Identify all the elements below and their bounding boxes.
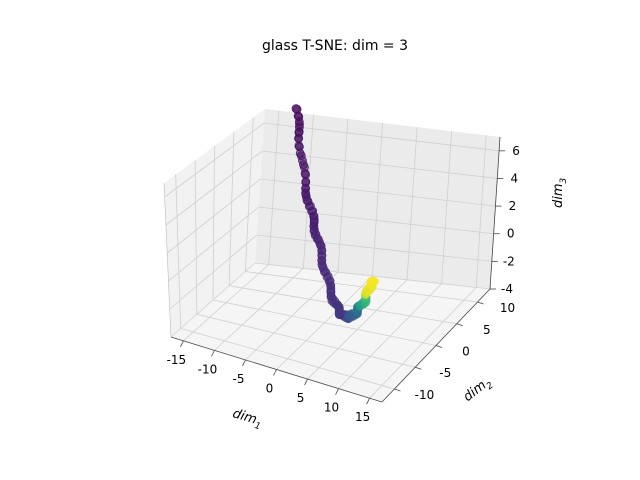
z-grid-left	[164, 122, 265, 198]
z-grid-left	[169, 234, 258, 310]
x-tick-mark	[211, 350, 215, 357]
y-tick-label: 10	[500, 301, 515, 315]
x-tick-label: 10	[324, 401, 339, 415]
y-grid-floor	[180, 328, 395, 390]
z-tick-label: 6	[512, 144, 520, 158]
pane-floor	[171, 263, 490, 402]
x-grid-back	[406, 127, 418, 280]
z-axis-label: dim3	[551, 177, 569, 208]
pane-edge-left	[163, 182, 172, 338]
z-grid-back	[256, 234, 492, 262]
y-grid-floor	[196, 313, 416, 368]
x-tick-label: 5	[297, 391, 305, 405]
x-tick-mark	[304, 378, 308, 386]
y-tick-mark	[435, 345, 443, 348]
x-grid-back	[268, 110, 280, 265]
x-tick-label: 15	[355, 410, 370, 424]
data-point	[369, 276, 379, 286]
y-grid-left	[244, 117, 254, 272]
pane-left	[164, 109, 265, 337]
z-grid-back	[260, 178, 496, 207]
y-tick-mark	[456, 323, 463, 327]
x-tick-mark	[335, 388, 339, 395]
y-axis-label: dim2	[461, 374, 496, 407]
x-grid-back	[372, 122, 383, 277]
y-tick-label: -10	[415, 388, 435, 402]
x-tick-mark	[366, 397, 370, 405]
x-tick-label: -15	[167, 353, 187, 367]
y-grid-floor	[229, 285, 457, 325]
z-tick-label: 0	[507, 227, 515, 241]
y-grid-left	[194, 160, 198, 315]
x-grid-back	[337, 118, 349, 273]
x-tick-mark	[242, 359, 246, 367]
x-grid-back	[475, 135, 487, 288]
y-tick-mark	[415, 366, 422, 370]
z-grid-back	[254, 262, 491, 290]
x-tick-mark	[273, 369, 277, 376]
x-tick-mark	[180, 340, 184, 348]
x-tick-label: 0	[266, 382, 274, 396]
x-grid-back	[441, 131, 453, 284]
data-point	[294, 133, 304, 143]
y-tick-label: 5	[483, 323, 491, 337]
z-axis-line	[489, 136, 501, 290]
y-grid-left	[228, 131, 235, 286]
z-grid-back	[258, 206, 494, 235]
y-grid-floor	[212, 299, 437, 346]
z-grid-left	[168, 206, 259, 282]
chart-title: glass T-SNE: dim = 3	[262, 38, 408, 54]
y-tick-mark	[394, 388, 401, 392]
z-tick-label: 2	[509, 199, 517, 213]
y-grid-left	[212, 145, 215, 301]
y-tick-label: 0	[462, 345, 470, 359]
z-tick-label: 4	[510, 171, 518, 185]
scatter-points	[291, 104, 379, 324]
y-grid-left	[175, 174, 182, 329]
y-tick-mark	[477, 301, 484, 305]
x-axis-label: dim1	[230, 406, 264, 432]
z-tick-label: -4	[501, 282, 513, 296]
grid-lines	[164, 110, 500, 399]
y-tick-label: -5	[439, 366, 451, 380]
x-tick-label: -5	[232, 372, 244, 386]
x-tick-label: -10	[198, 362, 218, 376]
z-grid-left	[166, 178, 261, 254]
z-grid-left	[165, 150, 263, 226]
y-grid-floor	[245, 271, 478, 303]
z-grid-left	[170, 262, 256, 338]
z-tick-label: -2	[503, 254, 515, 268]
